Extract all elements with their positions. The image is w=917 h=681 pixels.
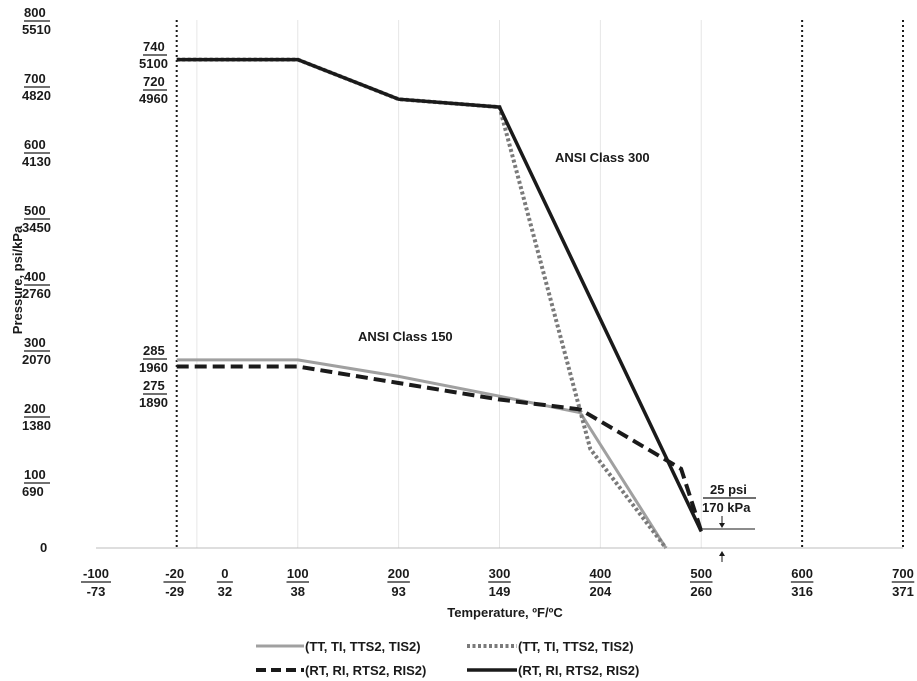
y-tick-kpa-1: 690 (22, 484, 44, 499)
legend-label-black-dashed: (RT, RI, RTS2, RIS2) (305, 663, 426, 678)
annotation-25-kpa: 170 kPa (702, 500, 751, 515)
y-tick-psi-3: 300 (24, 335, 46, 350)
x-tick-f-5: 300 (489, 566, 511, 581)
x-axis-title: Temperature, ºF/ºC (447, 605, 563, 620)
y-tick-psi-5: 500 (24, 203, 46, 218)
x-tick-c-2: 32 (218, 584, 232, 599)
legend-label-black-solid: (RT, RI, RTS2, RIS2) (518, 663, 639, 678)
annotation-720-kpa: 4960 (139, 91, 168, 106)
annotation-25-arrowhead-bottom (719, 551, 725, 556)
x-tick-c-4: 93 (391, 584, 405, 599)
y-tick-psi-8: 800 (24, 5, 46, 20)
x-tick-c-6: 204 (590, 584, 612, 599)
x-tick-f-3: 100 (287, 566, 309, 581)
x-tick-labels: -100 -73 -20 -29 0 32 100 38 200 93 300 149 400 204 50… (81, 566, 915, 599)
x-tick-f-8: 600 (791, 566, 813, 581)
series-lines (176, 57, 704, 550)
y-tick-kpa-7: 4820 (22, 88, 51, 103)
series-line-3 (176, 57, 703, 533)
y-tick-labels: 0 100 690 200 1380 300 2070 400 2760 500 3450 600 41… (22, 5, 51, 555)
y-tick-psi-4: 400 (24, 269, 46, 284)
annotation-275-psi: 275 (143, 378, 165, 393)
annotation-275-kpa: 1890 (139, 395, 168, 410)
x-tick-c-3: 38 (291, 584, 305, 599)
x-tick-c-7: 260 (690, 584, 712, 599)
annotation-25-psi: 25 psi (710, 482, 747, 497)
y-axis-title: Pressure, psi/kPa (10, 225, 25, 334)
annotation-740-psi: 740 (143, 39, 165, 54)
y-tick-kpa-6: 4130 (22, 154, 51, 169)
annotation-740-kpa: 5100 (139, 56, 168, 71)
y-tick-kpa-3: 2070 (22, 352, 51, 367)
series-line-2 (176, 364, 704, 533)
y-tick-kpa-8: 5510 (22, 22, 51, 37)
annotation-720-psi: 720 (143, 74, 165, 89)
y-tick-psi-2: 200 (24, 401, 46, 416)
x-tick-f-4: 200 (388, 566, 410, 581)
class-150-label: ANSI Class 150 (358, 329, 453, 344)
legend-label-gray-dotted: (TT, TI, TTS2, TIS2) (518, 639, 634, 654)
y-tick-kpa-4: 2760 (22, 286, 51, 301)
x-tick-f-2: 0 (221, 566, 228, 581)
y-tick-psi-1: 100 (24, 467, 46, 482)
x-tick-f-9: 700 (892, 566, 914, 581)
x-tick-c-0: -73 (87, 584, 106, 599)
legend-label-gray-solid: (TT, TI, TTS2, TIS2) (305, 639, 421, 654)
x-tick-c-5: 149 (489, 584, 511, 599)
x-tick-f-7: 500 (690, 566, 712, 581)
grid (96, 20, 904, 549)
annotation-285-kpa: 1960 (139, 360, 168, 375)
y-tick-psi-6: 600 (24, 137, 46, 152)
x-tick-c-8: 316 (791, 584, 813, 599)
x-tick-c-9: 371 (892, 584, 914, 599)
legend: (TT, TI, TTS2, TIS2) (TT, TI, TTS2, TIS2… (256, 639, 639, 678)
x-tick-c-1: -29 (165, 584, 184, 599)
class-300-label: ANSI Class 300 (555, 150, 650, 165)
y-tick-psi-7: 700 (24, 71, 46, 86)
y-tick-kpa-2: 1380 (22, 418, 51, 433)
annotation-285-psi: 285 (143, 343, 165, 358)
y-tick-kpa-5: 3450 (22, 220, 51, 235)
y-tick-psi-0: 0 (40, 540, 47, 555)
series-line-0 (176, 358, 668, 549)
x-tick-f-1: -20 (165, 566, 184, 581)
x-tick-f-6: 400 (590, 566, 612, 581)
x-tick-f-0: -100 (83, 566, 109, 581)
annotation-25-arrowhead-top (719, 523, 725, 528)
